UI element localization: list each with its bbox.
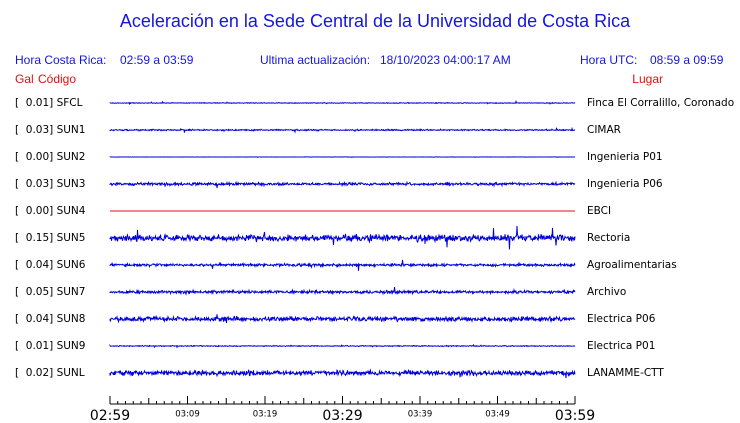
code-header: Código xyxy=(38,72,76,86)
station-label: [ 0.00] SUN2 xyxy=(15,151,85,163)
station-place: Ingenieria P06 xyxy=(587,178,663,190)
station-label: [ 0.04] SUN8 xyxy=(15,313,85,325)
utc-label: Hora UTC: xyxy=(580,53,637,67)
station-label: [ 0.01] SUN9 xyxy=(15,340,85,352)
station-label: [ 0.15] SUN5 xyxy=(15,232,85,244)
waveform xyxy=(109,180,576,189)
station-label: [ 0.03] SUN3 xyxy=(15,178,85,190)
time-label: 03:19 xyxy=(253,410,278,420)
time-label: 03:09 xyxy=(175,410,200,420)
waveform xyxy=(109,368,576,379)
waveform xyxy=(109,314,576,324)
waveform xyxy=(109,126,576,134)
station-label: [ 0.01] SFCL xyxy=(15,97,83,109)
station-place: EBCI xyxy=(587,205,611,217)
station-place: Rectoria xyxy=(587,232,630,244)
waveform xyxy=(109,156,576,158)
station-place: Electrica P06 xyxy=(587,313,656,325)
station-label: [ 0.03] SUN1 xyxy=(15,124,85,136)
station-place: Finca El Corralillo, Coronado xyxy=(587,97,734,109)
waveform xyxy=(109,287,576,296)
utc-range: 08:59 a 09:59 xyxy=(650,53,724,67)
station-place: Ingenieria P01 xyxy=(587,151,663,163)
station-place: Agroalimentarias xyxy=(587,259,677,271)
local-label: Hora Costa Rica: xyxy=(15,53,106,67)
waveform xyxy=(109,225,576,250)
station-label: [ 0.04] SUN6 xyxy=(15,259,86,271)
waveform xyxy=(109,259,576,271)
time-label: 03:59 xyxy=(555,408,595,423)
place-header: Lugar xyxy=(632,72,663,86)
time-label: 02:59 xyxy=(90,408,130,423)
station-place: CIMAR xyxy=(587,124,621,136)
time-label: 03:49 xyxy=(485,410,510,420)
station-place: LANAMME-CTT xyxy=(587,367,664,379)
station-place: Archivo xyxy=(587,286,626,298)
title: Aceleración en la Sede Central de la Uni… xyxy=(120,11,631,31)
time-label: 03:29 xyxy=(322,408,362,423)
waveform xyxy=(109,343,576,349)
waveform xyxy=(109,99,576,106)
station-label: [ 0.00] SUN4 xyxy=(15,205,86,217)
gal-header: Gal xyxy=(15,72,34,86)
update-label: Ultima actualización: xyxy=(260,53,370,67)
local-range: 02:59 a 03:59 xyxy=(120,53,194,67)
update-time: 18/10/2023 04:00:17 AM xyxy=(380,53,511,67)
station-label: [ 0.02] SUNL xyxy=(15,367,85,379)
station-place: Electrica P01 xyxy=(587,340,655,352)
station-label: [ 0.05] SUN7 xyxy=(15,286,85,298)
time-label: 03:39 xyxy=(408,410,433,420)
